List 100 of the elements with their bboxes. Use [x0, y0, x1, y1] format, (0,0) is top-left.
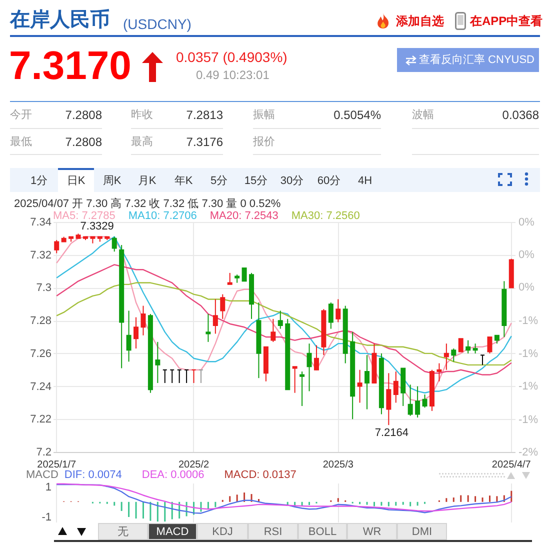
candlestick: [242, 268, 247, 282]
candlestick: [466, 340, 471, 354]
candlestick: [436, 362, 442, 382]
text: MA20: 7.2543: [210, 209, 278, 223]
text: 1分: [30, 174, 48, 188]
text: 日K: [66, 174, 86, 188]
candlestick: [393, 371, 398, 404]
text: DMI: [412, 524, 432, 538]
text: 2025/04/07 开 7.30 高 7.32 收 7.32 低 7.30 量 0 0.52%: [14, 197, 281, 211]
text: 波幅: [412, 108, 434, 122]
y-tick-label: 7.22: [30, 414, 52, 426]
text: 30分: [280, 174, 304, 188]
series-label: MACD: 0.0137: [224, 468, 296, 482]
text: 60分: [317, 174, 341, 188]
text: 年K: [174, 174, 193, 188]
candlestick: [155, 341, 160, 384]
text: 周K: [102, 174, 122, 188]
text: RSI: [264, 524, 282, 538]
candlestick: [357, 369, 362, 404]
text: 0.0357 (0.4903%): [176, 48, 288, 66]
text: 添加自选: [396, 14, 444, 29]
candlestick: [112, 236, 117, 252]
candlestick: [220, 294, 226, 320]
annotation: 7.2164: [374, 427, 408, 440]
series-label: MA10: 7.2706: [128, 209, 197, 223]
candlestick: [306, 343, 312, 392]
y-tick-label: 7.32: [30, 249, 52, 262]
candlestick: [270, 318, 276, 342]
candlestick: [278, 310, 283, 330]
candlestick: [408, 384, 413, 416]
text: MA30: 7.2560: [291, 209, 360, 223]
text: 7.3170: [9, 43, 132, 90]
candlestick: [487, 336, 492, 354]
annotation: 7.3329: [80, 220, 114, 233]
text: 0.49 10:23:01: [196, 68, 270, 82]
text: 最低: [10, 135, 32, 149]
y2-tick-label: -2%: [518, 446, 538, 458]
text: 今开: [10, 108, 32, 122]
y-tick-label: 1: [45, 481, 52, 494]
y2-tick-label: -1%: [518, 414, 538, 426]
candlestick: [227, 272, 232, 285]
y2-tick-label: 0%: [518, 216, 535, 228]
line-series: [56, 282, 512, 366]
candlestick: [336, 298, 341, 323]
text: 昨收: [131, 108, 153, 122]
y-tick-label: 7.3: [36, 282, 52, 294]
text: 7.2808: [65, 108, 102, 122]
text: 最高: [131, 135, 153, 149]
text: 15分: [244, 174, 268, 188]
text: 7.3176: [186, 134, 223, 150]
candlestick: [126, 310, 132, 362]
text: 在APP中查看: [470, 14, 543, 29]
candlestick: [314, 344, 319, 370]
candlestick: [415, 386, 420, 418]
text: 0.0368: [502, 108, 539, 122]
text: 7.2808: [65, 134, 102, 150]
text: 无: [118, 524, 128, 538]
candlestick: [328, 302, 334, 330]
text: 查看反向汇率 CNYUSD: [419, 53, 535, 67]
candlestick: [422, 394, 428, 408]
x-tick-label: 2025/3: [322, 460, 354, 470]
series-label: DEA: 0.0006: [142, 468, 204, 482]
candlestick: [292, 366, 298, 394]
y2-tick-label: 0%: [518, 282, 535, 294]
candlestick: [54, 240, 60, 254]
candlestick: [458, 338, 464, 352]
line-series: [56, 264, 512, 376]
x-tick-label: 2025/1/7: [37, 460, 77, 470]
candlestick: [300, 371, 305, 406]
y2-tick-label: 0%: [518, 249, 535, 262]
text: 月K: [138, 174, 156, 188]
y-tick-label: 7.2: [36, 446, 52, 458]
text: 5分: [210, 174, 228, 188]
candlestick: [134, 316, 139, 349]
candlestick: [451, 348, 456, 362]
text: MACD: [156, 524, 189, 538]
text: (USDCNY): [123, 15, 192, 33]
text: 7.2813: [186, 108, 223, 122]
y-tick-label: 7.34: [30, 216, 52, 228]
text: WR: [362, 524, 382, 538]
candlestick: [472, 343, 478, 354]
candlestick: [212, 298, 218, 334]
y-tick-label: -1: [42, 512, 52, 524]
x-tick-label: 2025/4/7: [492, 460, 532, 470]
candlestick: [386, 372, 392, 426]
series-label: MA5: 7.2785: [53, 209, 116, 222]
candlestick: [140, 305, 146, 336]
y-tick-label: 7.28: [30, 315, 52, 328]
text: KDJ: [212, 524, 233, 538]
text: 振幅: [253, 108, 275, 122]
text: 0.5054%: [334, 108, 381, 122]
y2-tick-label: -1%: [518, 315, 538, 328]
y-tick-label: 7.26: [30, 348, 52, 360]
candlestick: [206, 314, 211, 342]
text: BOLL: [308, 524, 337, 538]
series-label: DIF: 0.0074: [64, 468, 122, 482]
y2-tick-label: -1%: [518, 380, 538, 392]
text: 4H: [358, 174, 372, 188]
candlestick: [444, 343, 449, 370]
text: 在岸人民币: [10, 8, 110, 32]
